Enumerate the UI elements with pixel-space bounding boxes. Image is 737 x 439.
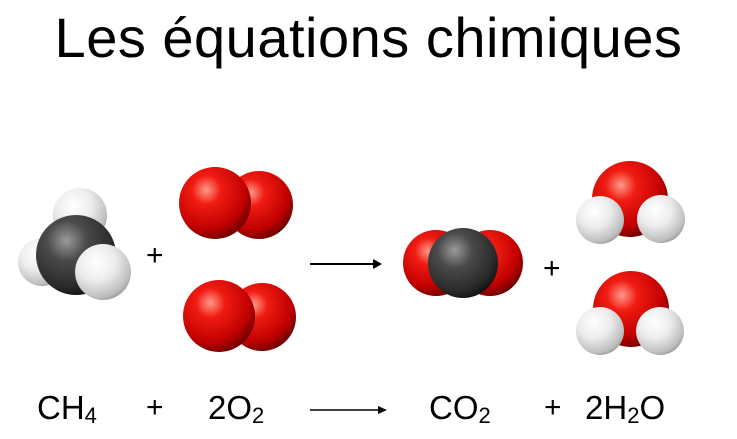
hydrogen-atom — [576, 307, 624, 355]
oxygen-atom — [179, 167, 251, 239]
oxygen-atom — [183, 280, 255, 352]
carbon-atom — [428, 228, 498, 298]
right-arrow-icon — [310, 259, 382, 269]
hydrogen-atom — [637, 195, 685, 243]
hydrogen-atom — [576, 196, 624, 244]
carbon-dioxide-molecule — [403, 228, 523, 298]
plus-sign: + — [543, 252, 561, 285]
hydrogen-atom — [75, 244, 131, 300]
formula-water: 2H2O — [585, 389, 666, 428]
right-arrow-icon — [310, 406, 387, 414]
plus-sign: + — [146, 239, 164, 272]
formula-carbon-dioxide: CO2 — [429, 389, 491, 428]
water-molecule — [576, 161, 685, 244]
water-molecule — [576, 271, 684, 355]
methane-molecule — [18, 188, 131, 300]
formula-methane: CH4 — [37, 389, 97, 428]
formula-oxygen: 2O2 — [208, 389, 265, 428]
oxygen-molecule — [183, 280, 296, 352]
plus-sign: + — [544, 391, 562, 424]
plus-sign: + — [146, 391, 164, 424]
hydrogen-atom — [636, 307, 684, 355]
oxygen-molecule — [179, 167, 293, 239]
page-title: Les équations chimiques — [54, 6, 683, 69]
